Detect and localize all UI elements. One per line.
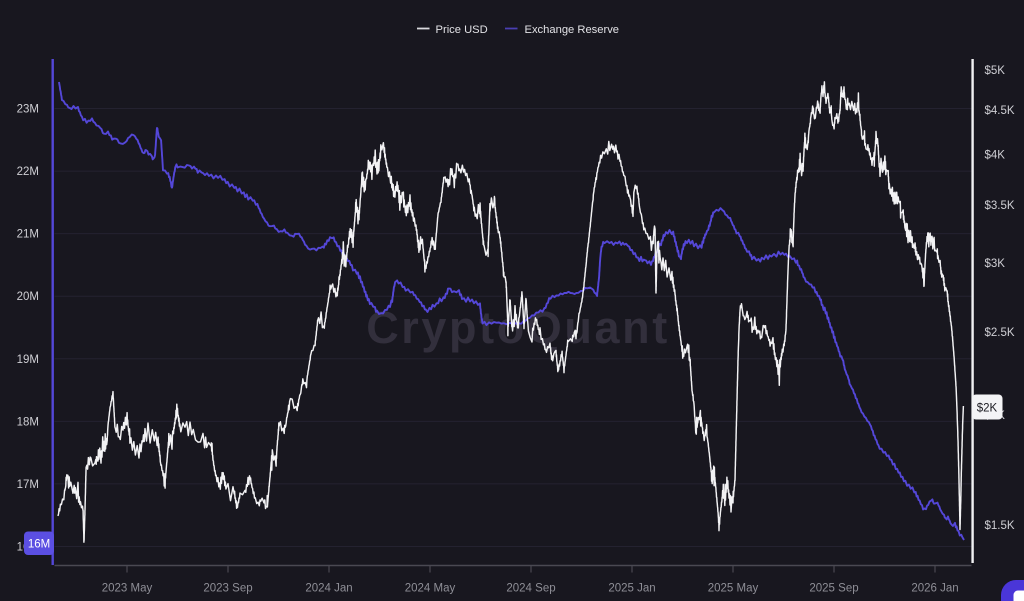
svg-text:20M: 20M — [17, 291, 39, 303]
svg-text:$5K: $5K — [985, 65, 1006, 77]
svg-text:18M: 18M — [17, 416, 39, 428]
svg-text:17M: 17M — [17, 479, 39, 491]
svg-text:CryptoQuant: CryptoQuant — [366, 302, 670, 353]
svg-text:Price USD: Price USD — [436, 24, 488, 36]
svg-text:$4K: $4K — [985, 150, 1006, 162]
svg-text:2024 May: 2024 May — [405, 583, 456, 595]
svg-text:2024 Jan: 2024 Jan — [305, 583, 352, 595]
svg-text:21M: 21M — [17, 229, 39, 241]
svg-text:2025 May: 2025 May — [708, 583, 759, 595]
svg-text:2026 Jan: 2026 Jan — [911, 583, 958, 595]
svg-text:22M: 22M — [17, 166, 39, 178]
svg-text:19M: 19M — [17, 354, 39, 366]
svg-text:2025 Sep: 2025 Sep — [809, 583, 858, 595]
svg-text:$3.5K: $3.5K — [985, 200, 1015, 212]
svg-text:2025 Jan: 2025 Jan — [608, 583, 655, 595]
svg-text:Exchange Reserve: Exchange Reserve — [525, 24, 620, 36]
svg-text:$3K: $3K — [985, 258, 1006, 270]
svg-text:$4.5K: $4.5K — [985, 105, 1015, 117]
svg-text:$2.5K: $2.5K — [985, 327, 1015, 339]
svg-text:2024 Sep: 2024 Sep — [506, 583, 555, 595]
svg-text:$1.5K: $1.5K — [985, 520, 1015, 532]
svg-text:2023 May: 2023 May — [102, 583, 153, 595]
svg-text:23M: 23M — [17, 104, 39, 116]
svg-text:2023 Sep: 2023 Sep — [203, 583, 252, 595]
svg-text:16M: 16M — [28, 539, 50, 551]
svg-text:$2K: $2K — [977, 403, 998, 415]
